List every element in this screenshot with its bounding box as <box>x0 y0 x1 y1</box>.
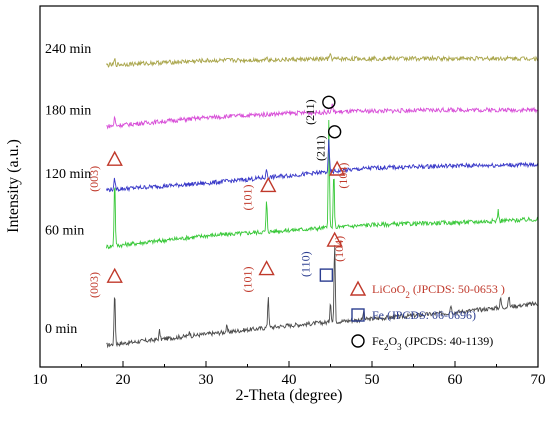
triangle-marker-3 <box>328 160 346 176</box>
legend-marker-2 <box>351 334 365 348</box>
peak-label-0: (003) <box>87 166 101 192</box>
legend-entry-1: Fe (JPCDS: 06-0696) <box>372 308 476 322</box>
circle-marker-2 <box>322 95 336 109</box>
series-line-240-min <box>106 52 539 68</box>
peak-label-4: (211) <box>314 135 328 161</box>
peak-label-5: (003) <box>87 272 101 298</box>
circle-marker-4 <box>327 125 342 139</box>
peak-label-8: (104) <box>332 236 346 262</box>
series-label-180-min: 180 min <box>45 103 91 118</box>
axis-layer: 10 20 30 40 50 60 70 <box>33 361 546 388</box>
x-tick-label-60: 60 <box>448 372 463 388</box>
x-tick-label-20: 20 <box>116 372 131 388</box>
series-label-240-min: 240 min <box>45 42 91 57</box>
peak-label-6: (101) <box>241 266 255 292</box>
legend-marker-1 <box>351 308 365 322</box>
triangle-marker-0 <box>106 150 123 166</box>
x-tick-label-50: 50 <box>365 372 380 388</box>
x-tick-label-10: 10 <box>33 372 48 388</box>
series-line-180-min <box>106 103 539 130</box>
triangle-marker-1 <box>260 176 277 193</box>
triangle-marker-5 <box>106 267 123 283</box>
series-label-60-min: 60 min <box>45 224 84 239</box>
legend-marker-0 <box>349 280 367 296</box>
series-label-120-min: 120 min <box>45 167 91 182</box>
peak-label-2: (211) <box>303 99 317 125</box>
series-label-0-min: 0 min <box>45 322 77 337</box>
series-line-120-min <box>105 139 539 193</box>
x-tick-label-40: 40 <box>282 372 297 388</box>
x-axis-title: 2-Theta (degree) <box>235 387 342 404</box>
triangle-marker-6 <box>258 260 275 276</box>
legend-entry-0: LiCoO2 (JPCDS: 50-0653 ) <box>372 282 505 300</box>
x-tick-label-70: 70 <box>531 372 546 388</box>
legend: LiCoO2 (JPCDS: 50-0653 ) Fe (JPCDS: 06-06… <box>349 280 505 352</box>
series-line-60-min <box>105 119 539 250</box>
peak-label-7: (110) <box>299 251 313 277</box>
annotation-layer: (003) (101) (211) (104) (211) (003) (101) (110)… <box>87 95 350 298</box>
legend-entry-2: Fe2O3 (JPCDS: 40-1139) <box>372 334 493 352</box>
series-layer <box>105 52 539 349</box>
series-label-layer: 0 min 60 min 120 min 180 min 240 min <box>45 42 91 337</box>
peak-label-1: (101) <box>241 184 255 210</box>
square-marker-7 <box>319 268 334 282</box>
triangle-marker-8 <box>326 231 343 247</box>
y-axis-title: Intensity (a.u.) <box>5 139 22 233</box>
x-tick-label-30: 30 <box>199 372 214 388</box>
series-line-0-min <box>106 245 538 349</box>
